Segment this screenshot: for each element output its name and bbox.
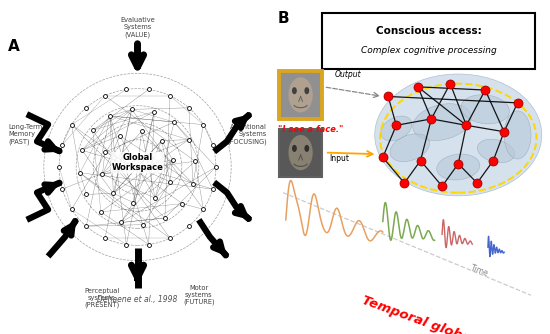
Text: Dehaene et al., 1998: Dehaene et al., 1998 xyxy=(97,295,178,304)
Ellipse shape xyxy=(375,74,542,196)
Text: Global
Workspace: Global Workspace xyxy=(112,153,163,172)
Ellipse shape xyxy=(304,145,309,152)
FancyBboxPatch shape xyxy=(279,71,322,119)
Text: Time: Time xyxy=(469,263,490,278)
Text: Perceptual
systems
(PRESENT): Perceptual systems (PRESENT) xyxy=(84,288,119,308)
Ellipse shape xyxy=(381,116,412,141)
Ellipse shape xyxy=(504,111,531,159)
Text: A: A xyxy=(8,39,20,54)
Text: "I see a face.": "I see a face." xyxy=(278,125,343,134)
Ellipse shape xyxy=(390,134,430,162)
Text: Complex cognitive processing: Complex cognitive processing xyxy=(361,46,497,55)
Text: Evaluative
Systems
(VALUE): Evaluative Systems (VALUE) xyxy=(120,17,155,37)
Text: Temporal globalization: Temporal globalization xyxy=(360,294,524,334)
Ellipse shape xyxy=(461,95,509,124)
Text: B: B xyxy=(278,11,289,26)
Ellipse shape xyxy=(304,87,309,94)
Text: Output: Output xyxy=(334,69,361,78)
Ellipse shape xyxy=(289,77,313,113)
Text: Conscious access:: Conscious access: xyxy=(376,26,481,36)
FancyBboxPatch shape xyxy=(322,13,535,69)
Ellipse shape xyxy=(437,154,480,180)
FancyBboxPatch shape xyxy=(279,129,322,177)
Ellipse shape xyxy=(413,104,471,141)
Ellipse shape xyxy=(289,135,313,170)
Text: Motor
systems
(FUTURE): Motor systems (FUTURE) xyxy=(183,285,214,305)
Ellipse shape xyxy=(292,145,297,152)
Text: Attentional
Systems
(FOCUSING): Attentional Systems (FOCUSING) xyxy=(227,124,267,145)
Text: Long-Term
Memory
(PAST): Long-Term Memory (PAST) xyxy=(8,124,42,145)
Ellipse shape xyxy=(292,87,297,94)
Text: Input: Input xyxy=(329,155,349,163)
Ellipse shape xyxy=(477,139,515,163)
